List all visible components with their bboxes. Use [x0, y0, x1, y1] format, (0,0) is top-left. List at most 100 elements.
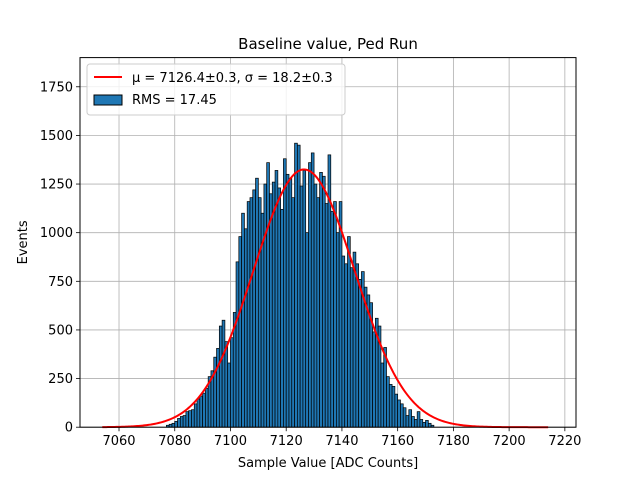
histogram-bar	[246, 201, 251, 428]
x-tick-label: 7160	[381, 434, 414, 449]
y-tick-label: 1750	[40, 80, 73, 95]
legend-box	[86, 63, 346, 116]
histogram-bar	[185, 411, 190, 428]
histogram-bar	[202, 392, 206, 428]
x-tick-label: 7180	[437, 434, 470, 449]
histogram-bar	[238, 236, 242, 428]
x-axis-label: Sample Value [ADC Counts]	[238, 456, 418, 471]
histogram-bar	[355, 263, 360, 428]
y-tick-label: 1000	[40, 226, 73, 241]
y-tick-label: 1500	[40, 129, 73, 144]
histogram-bar	[177, 418, 181, 428]
histogram-bar	[196, 398, 201, 428]
histogram-bar	[313, 183, 318, 428]
histogram-bar	[263, 183, 268, 428]
legend: μ = 7126.4±0.3, σ = 18.2±0.3 RMS = 17.45	[86, 63, 346, 116]
histogram-bar	[252, 189, 256, 428]
histogram-bar	[227, 362, 231, 428]
histogram-bar	[266, 162, 270, 428]
x-tick-label: 7100	[214, 434, 247, 449]
histogram-bar	[302, 170, 307, 428]
histogram-bar	[411, 416, 415, 428]
histogram-bar	[182, 415, 187, 428]
histogram-bar	[338, 201, 343, 428]
histogram-bar	[216, 348, 220, 428]
histogram-bar	[419, 419, 424, 428]
histogram-bar	[352, 251, 357, 428]
histogram-bar	[349, 267, 354, 428]
histogram-bar	[414, 419, 418, 428]
x-tick-label: 7060	[102, 434, 135, 449]
histogram-bar	[191, 409, 195, 428]
histogram-bar	[310, 152, 315, 428]
histogram-bar	[330, 210, 334, 428]
histogram-bar	[324, 203, 329, 428]
histogram-bar	[269, 193, 273, 428]
histogram-bar	[299, 185, 304, 428]
x-tick-label: 7200	[493, 434, 526, 449]
histogram-bar	[397, 399, 401, 428]
histogram-bar	[255, 177, 259, 428]
histogram-bar	[305, 232, 309, 428]
histogram-bar	[319, 172, 323, 428]
histogram-bar	[271, 181, 276, 428]
legend-histogram-swatch	[93, 94, 123, 106]
histogram-bar	[333, 201, 337, 428]
histogram-bar	[358, 279, 362, 428]
histogram-bar	[179, 416, 184, 428]
histogram-bar	[341, 255, 346, 428]
histogram-bar	[425, 420, 429, 428]
histogram-bar	[241, 212, 245, 428]
histogram-bar	[322, 175, 326, 428]
histogram-bar	[218, 325, 223, 428]
histogram-bar	[394, 393, 399, 428]
x-tick-label: 7220	[548, 434, 581, 449]
chart-title: Baseline value, Ped Run	[238, 35, 418, 53]
histogram-bar	[388, 384, 393, 428]
x-axis-ticks: 7060 7080 7100 7120 7140 7160 7180 7200 7220	[102, 427, 581, 449]
histogram-bar	[408, 409, 412, 428]
histogram-bar	[316, 197, 320, 428]
legend-histogram-label: RMS = 17.45	[132, 93, 217, 108]
histogram-bar	[171, 422, 176, 428]
x-tick-label: 7120	[270, 434, 303, 449]
histogram-bar	[193, 403, 198, 428]
histogram-bar	[391, 385, 396, 428]
histogram-bar	[427, 422, 432, 428]
histogram-bar	[308, 162, 312, 428]
histogram-bar	[372, 331, 376, 428]
histogram-bar	[422, 421, 426, 428]
histogram-bar	[296, 144, 301, 428]
histogram-bar	[199, 395, 203, 428]
y-tick-label: 750	[48, 275, 73, 290]
histogram-bars	[166, 142, 435, 428]
histogram-bar	[380, 362, 385, 428]
histogram-bar	[285, 173, 290, 428]
x-tick-label: 7140	[325, 434, 358, 449]
plot-frame	[79, 57, 577, 428]
histogram-bar	[405, 415, 410, 428]
histogram-bar	[344, 263, 348, 428]
histogram-bar	[347, 236, 351, 428]
histogram-bar	[235, 261, 240, 428]
histogram-bar	[244, 228, 248, 428]
y-tick-label: 250	[48, 372, 73, 387]
histogram-bar	[400, 403, 404, 428]
gaussian-fit-curve	[102, 168, 549, 429]
y-tick-label: 1250	[40, 178, 73, 193]
legend-fit-label: μ = 7126.4±0.3, σ = 18.2±0.3	[132, 71, 333, 86]
histogram-bar	[221, 319, 226, 428]
x-tick-label: 7080	[158, 434, 191, 449]
histogram-bar	[277, 187, 281, 428]
histogram-bar	[205, 387, 209, 428]
histogram-bar	[336, 232, 340, 428]
histogram-bar	[230, 337, 234, 428]
y-axis-label: Events	[16, 220, 31, 264]
histogram-bar	[291, 197, 295, 428]
histogram-bar	[386, 376, 390, 428]
histogram-bar	[257, 197, 262, 428]
histogram-bar	[402, 407, 407, 428]
y-tick-label: 500	[48, 323, 73, 338]
histogram-bar	[294, 142, 298, 428]
y-tick-label: 0	[65, 421, 73, 436]
